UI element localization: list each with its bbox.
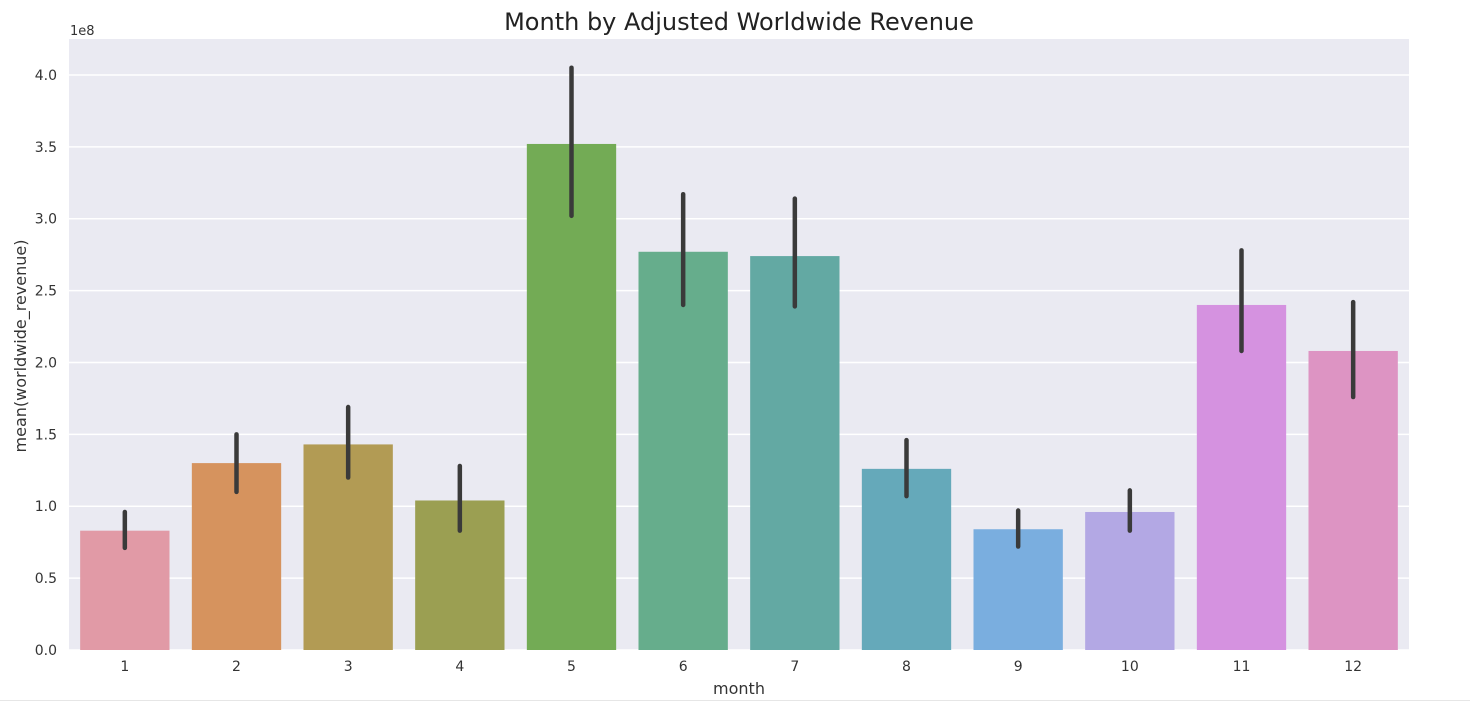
y-tick-label: 2.0 <box>35 355 57 371</box>
bar <box>973 529 1063 650</box>
y-tick-label: 2.5 <box>35 284 57 300</box>
plot-area <box>69 39 1409 650</box>
x-axis-ticks: 1 2 3 4 5 6 7 8 9 10 11 12 <box>120 659 1362 675</box>
bars <box>80 143 1398 650</box>
y-tick-label: 0.0 <box>35 643 57 659</box>
y-tick-label: 3.0 <box>35 212 57 228</box>
bar <box>1085 511 1175 650</box>
x-tick-label: 10 <box>1121 659 1139 675</box>
bar <box>861 468 952 650</box>
y-axis-offset-label: 1e8 <box>70 24 95 39</box>
y-axis-label: mean(worldwide_revenue) <box>11 240 31 453</box>
y-tick-label: 1.5 <box>35 427 57 443</box>
x-tick-label: 1 <box>120 659 129 675</box>
x-tick-label: 5 <box>567 659 576 675</box>
x-tick-label: 3 <box>344 659 353 675</box>
x-tick-label: 11 <box>1233 659 1251 675</box>
y-tick-label: 4.0 <box>35 68 57 84</box>
bar <box>1308 350 1398 650</box>
bar <box>526 143 617 650</box>
y-tick-label: 3.5 <box>35 140 57 156</box>
y-tick-label: 1.0 <box>35 499 57 515</box>
bar <box>750 256 840 650</box>
bar <box>638 251 728 650</box>
x-tick-label: 9 <box>1014 659 1023 675</box>
x-tick-label: 7 <box>790 659 799 675</box>
bar <box>1196 304 1287 650</box>
x-tick-label: 4 <box>455 659 464 675</box>
error-bars <box>122 65 1356 551</box>
grid-lines <box>69 74 1409 651</box>
x-axis-label: month <box>713 679 765 698</box>
x-tick-label: 8 <box>902 659 911 675</box>
y-tick-label: 0.5 <box>35 571 57 587</box>
bar <box>191 463 282 650</box>
x-tick-label: 6 <box>679 659 688 675</box>
chart-title: Month by Adjusted Worldwide Revenue <box>504 8 974 36</box>
y-axis-ticks: 0.0 0.5 1.0 1.5 2.0 2.5 3.0 3.5 4.0 <box>35 68 57 659</box>
bar <box>80 530 170 650</box>
frame-bottom-divider <box>0 700 1470 701</box>
x-tick-label: 2 <box>232 659 241 675</box>
x-tick-label: 12 <box>1344 659 1362 675</box>
